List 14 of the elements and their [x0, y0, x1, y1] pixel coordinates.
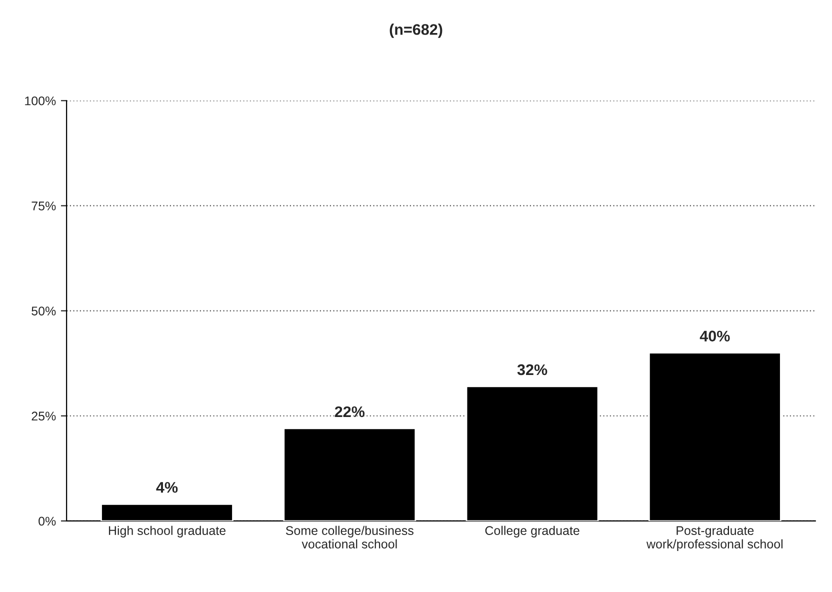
- y-tick-label: 100%: [25, 96, 56, 106]
- data-label: 40%: [700, 330, 730, 342]
- y-tick-label: 0%: [38, 516, 56, 526]
- x-tick-label: Some college/business vocational school: [286, 526, 414, 548]
- x-tick-label: Post-graduate work/professional school: [646, 526, 783, 551]
- data-label: 32%: [517, 364, 548, 376]
- data-label: 4%: [156, 482, 178, 493]
- y-tick-label: 25%: [32, 412, 56, 421]
- chart-title: (n=682): [390, 24, 442, 38]
- x-tick-label: High school graduate: [108, 526, 226, 538]
- x-tick-label: College graduate: [485, 526, 580, 538]
- data-label: 22%: [334, 406, 365, 418]
- y-tick-label: 75%: [32, 202, 56, 210]
- y-tick-label: 50%: [32, 306, 56, 316]
